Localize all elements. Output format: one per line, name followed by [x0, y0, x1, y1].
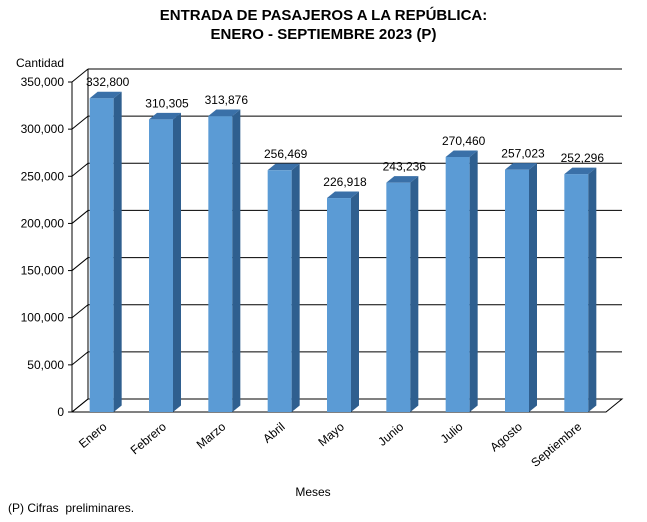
bar-side [469, 150, 478, 412]
y-tick-label: 50,000 [27, 358, 64, 372]
bar-top [564, 167, 597, 175]
bar-front [267, 170, 292, 412]
gridline-connector [71, 68, 89, 83]
y-tick-label: 200,000 [21, 216, 65, 230]
bar-front [564, 174, 589, 412]
gridline-connector [71, 351, 89, 366]
y-tick-label: 150,000 [21, 264, 65, 278]
data-label: 252,296 [561, 151, 605, 165]
x-tick-label: Agosto [487, 419, 525, 454]
bar-layer [89, 91, 597, 413]
data-label: 310,305 [145, 96, 189, 110]
bar-front [327, 198, 351, 412]
x-tick-label: Septiembre [528, 419, 584, 469]
bar-top [505, 163, 537, 170]
bar-side [113, 91, 122, 413]
x-tick-label: Marzo [194, 419, 229, 451]
chart-title-line-2: ENERO - SEPTIEMBRE 2023 (P) [210, 26, 437, 43]
bar-side [529, 163, 537, 412]
x-axis-label: Meses [295, 485, 330, 499]
chart-floor [70, 398, 624, 413]
bar-front [208, 116, 233, 413]
bar-top [327, 191, 359, 199]
bar-front [149, 119, 173, 413]
x-tick-label: Mayo [315, 419, 347, 449]
y-axis-label: Cantidad [16, 56, 64, 70]
x-tick-label: Febrero [128, 419, 169, 457]
bar-side [351, 191, 359, 412]
y-tick-label: 100,000 [21, 311, 65, 325]
gridline-connector [71, 162, 89, 177]
x-tick-label: Julio [438, 419, 466, 446]
bar-front [505, 169, 529, 412]
bar-side [232, 109, 241, 413]
gridline-connector [71, 257, 89, 271]
data-label: 243,236 [383, 160, 427, 174]
bar-front [386, 182, 411, 412]
data-label: 226,918 [323, 175, 367, 189]
bar-side [291, 163, 300, 412]
bar-side [410, 176, 419, 412]
data-label: 257,023 [501, 147, 545, 161]
footnote: (P) Cifras preliminares. [8, 501, 135, 515]
x-tick-label: Junio [375, 419, 406, 448]
bar-front [89, 98, 114, 413]
bar-top [267, 163, 300, 171]
data-label: 313,876 [205, 93, 249, 107]
y-tick-label: 250,000 [21, 169, 65, 183]
chart-title: ENTRADA DE PASAJEROS A LA REPÚBLICA: ENE… [0, 6, 647, 44]
data-label: 256,469 [264, 147, 308, 161]
gridline-connector [71, 115, 89, 130]
bar-top [149, 112, 181, 120]
gridline-connector [71, 210, 89, 224]
bar-top [386, 176, 419, 183]
bar-top [445, 150, 478, 157]
data-label: 270,460 [442, 134, 486, 148]
bar-top [89, 91, 122, 99]
data-label: 332,800 [86, 75, 130, 89]
gridline-connector [71, 304, 89, 319]
x-tick-label: Enero [76, 419, 110, 451]
x-tick-label: Abril [260, 420, 287, 446]
axis-layer: 0 50,000 100,000 150,000 200,000 250,000 300,0… [21, 69, 624, 419]
y-tick-label: 350,000 [21, 75, 65, 89]
y-tick-label: 300,000 [21, 122, 65, 136]
bar-side [173, 112, 181, 413]
bar-front [445, 156, 470, 412]
bar-top [208, 109, 241, 117]
y-tick-label: 0 [57, 405, 64, 419]
chart-title-line-1: ENTRADA DE PASAJEROS A LA REPÚBLICA: [159, 7, 488, 24]
bar-side [588, 167, 597, 412]
